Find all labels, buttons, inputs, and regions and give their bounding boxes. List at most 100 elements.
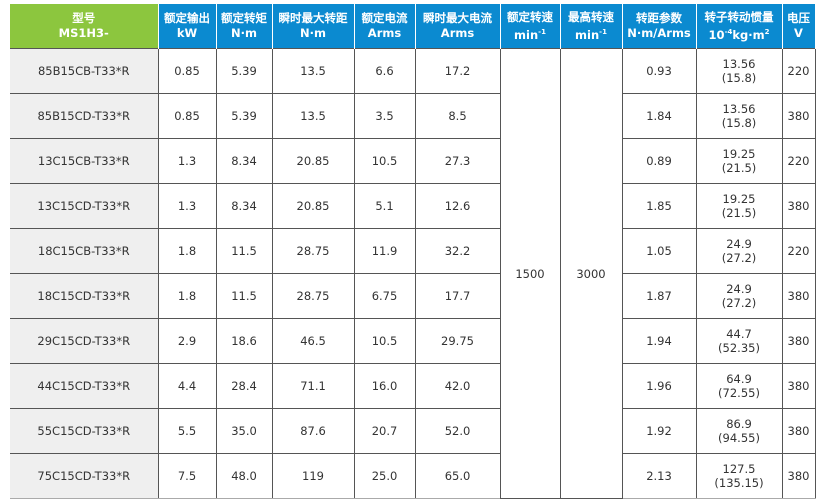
cell-peak-current: 12.6: [414, 183, 501, 229]
cell-model: 75C15CD-T33*R: [10, 453, 159, 499]
cell-peak-current: 27.3: [414, 138, 501, 184]
cell-torque-constant: 0.93: [621, 48, 697, 94]
cell-torque-constant: 1.05: [621, 228, 697, 274]
table-row: 75C15CD-T33*R 7.5 48.0 119 25.0 65.0 2.13 127.5…: [10, 453, 816, 499]
cell-rated-current: 10.5: [353, 138, 416, 184]
cell-rated-current: 6.6: [353, 48, 416, 94]
table-row: 44C15CD-T33*R 4.4 28.4 71.1 16.0 42.0 1.96 64.9…: [10, 363, 816, 409]
table-row: 55C15CD-T33*R 5.5 35.0 87.6 20.7 52.0 1.92 86.9…: [10, 408, 816, 454]
cell-peak-torque: 46.5: [271, 318, 355, 364]
cell-rated-output: 5.5: [157, 408, 217, 454]
cell-peak-torque: 28.75: [271, 273, 355, 319]
table-row: 85B15CB-T33*R 0.85 5.39 13.5 6.6 17.2 1500 3000…: [10, 48, 816, 499]
cell-peak-current: 42.0: [414, 363, 501, 409]
table-row: 85B15CD-T33*R 0.85 5.39 13.5 3.5 8.5 1.84 13.56…: [10, 93, 816, 139]
cell-model: 29C15CD-T33*R: [10, 318, 159, 364]
cell-peak-current: 17.7: [414, 273, 501, 319]
cell-rated-output: 2.9: [157, 318, 217, 364]
cell-rotor-inertia: 19.25 (21.5): [695, 183, 783, 229]
cell-torque-constant: 0.89: [621, 138, 697, 184]
cell-voltage: 380: [781, 183, 816, 229]
cell-model: 13C15CB-T33*R: [10, 138, 159, 184]
table-row: 13C15CB-T33*R 1.3 8.34 20.85 10.5 27.3 0.89 19.…: [10, 138, 816, 184]
cell-peak-current: 17.2: [414, 48, 501, 94]
cell-rated-current: 20.7: [353, 408, 416, 454]
cell-peak-current: 8.5: [414, 93, 501, 139]
cell-voltage: 380: [781, 93, 816, 139]
cell-model: 18C15CD-T33*R: [10, 273, 159, 319]
cell-rated-torque: 8.34: [215, 183, 273, 229]
cell-rated-speed: 1500: [499, 48, 561, 499]
cell-rated-current: 3.5: [353, 93, 416, 139]
cell-voltage: 380: [781, 363, 816, 409]
cell-peak-torque: 20.85: [271, 138, 355, 184]
cell-torque-constant: 2.13: [621, 453, 697, 499]
cell-model: 44C15CD-T33*R: [10, 363, 159, 409]
cell-max-speed: 3000: [559, 48, 623, 499]
cell-torque-constant: 1.84: [621, 93, 697, 139]
cell-peak-current: 65.0: [414, 453, 501, 499]
cell-peak-torque: 13.5: [271, 93, 355, 139]
cell-rated-output: 7.5: [157, 453, 217, 499]
cell-torque-constant: 1.92: [621, 408, 697, 454]
cell-rotor-inertia: 86.9 (94.55): [695, 408, 783, 454]
cell-rated-output: 1.3: [157, 138, 217, 184]
cell-rated-current: 10.5: [353, 318, 416, 364]
header-peak-current: 瞬时最大电流 Arms: [415, 4, 501, 49]
cell-rated-current: 5.1: [353, 183, 416, 229]
cell-rated-current: 6.75: [353, 273, 416, 319]
cell-rated-output: 4.4: [157, 363, 217, 409]
cell-rated-torque: 48.0: [215, 453, 273, 499]
cell-peak-torque: 71.1: [271, 363, 355, 409]
table-row: 29C15CD-T33*R 2.9 18.6 46.5 10.5 29.75 1.94 44.…: [10, 318, 816, 364]
cell-peak-torque: 87.6: [271, 408, 355, 454]
cell-rated-current: 25.0: [353, 453, 416, 499]
cell-model: 85B15CB-T33*R: [10, 48, 159, 94]
cell-voltage: 380: [781, 273, 816, 319]
header-voltage: 电压 V: [782, 4, 816, 49]
table-row: 13C15CD-T33*R 1.3 8.34 20.85 5.1 12.6 1.85 19.2…: [10, 183, 816, 229]
cell-peak-torque: 20.85: [271, 183, 355, 229]
cell-peak-current: 29.75: [414, 318, 501, 364]
header-torque-constant: 转距参数 N·m/Arms: [622, 4, 697, 49]
cell-rotor-inertia: 64.9 (72.55): [695, 363, 783, 409]
header-rated-torque: 额定转矩 N·m: [216, 4, 273, 49]
cell-voltage: 220: [781, 48, 816, 94]
cell-voltage: 380: [781, 408, 816, 454]
cell-torque-constant: 1.96: [621, 363, 697, 409]
cell-rotor-inertia: 44.7 (52.35): [695, 318, 783, 364]
cell-rated-torque: 28.4: [215, 363, 273, 409]
cell-rated-torque: 11.5: [215, 273, 273, 319]
cell-rated-output: 1.8: [157, 273, 217, 319]
cell-rated-torque: 35.0: [215, 408, 273, 454]
cell-torque-constant: 1.85: [621, 183, 697, 229]
header-peak-torque: 瞬时最大转距 N·m: [272, 4, 355, 49]
cell-rotor-inertia: 13.56 (15.8): [695, 48, 783, 94]
cell-peak-torque: 13.5: [271, 48, 355, 94]
cell-rotor-inertia: 24.9 (27.2): [695, 228, 783, 274]
cell-peak-torque: 119: [271, 453, 355, 499]
cell-voltage: 220: [781, 138, 816, 184]
cell-rated-torque: 18.6: [215, 318, 273, 364]
cell-rotor-inertia: 127.5 (135.15): [695, 453, 783, 499]
cell-peak-current: 32.2: [414, 228, 501, 274]
cell-rated-output: 0.85: [157, 93, 217, 139]
cell-model: 18C15CB-T33*R: [10, 228, 159, 274]
cell-rated-torque: 8.34: [215, 138, 273, 184]
header-rotor-inertia: 转子转动惯量 10-4kg·m2: [696, 4, 783, 49]
header-rated-current: 额定电流 Arms: [354, 4, 416, 49]
cell-rated-current: 11.9: [353, 228, 416, 274]
cell-rated-torque: 11.5: [215, 228, 273, 274]
header-max-speed: 最高转速 min-1: [560, 4, 623, 49]
cell-rated-current: 16.0: [353, 363, 416, 409]
cell-rated-output: 0.85: [157, 48, 217, 94]
cell-rotor-inertia: 13.56 (15.8): [695, 93, 783, 139]
cell-torque-constant: 1.94: [621, 318, 697, 364]
cell-model: 85B15CD-T33*R: [10, 93, 159, 139]
cell-model: 55C15CD-T33*R: [10, 408, 159, 454]
cell-peak-torque: 28.75: [271, 228, 355, 274]
cell-rotor-inertia: 24.9 (27.2): [695, 273, 783, 319]
cell-voltage: 380: [781, 453, 816, 499]
motor-spec-table: 型号 MS1H3- 额定输出 kW 额定转矩 N·m 瞬时最大转距 N·m 额定电流 Arms 瞬时…: [10, 4, 816, 499]
cell-voltage: 220: [781, 228, 816, 274]
